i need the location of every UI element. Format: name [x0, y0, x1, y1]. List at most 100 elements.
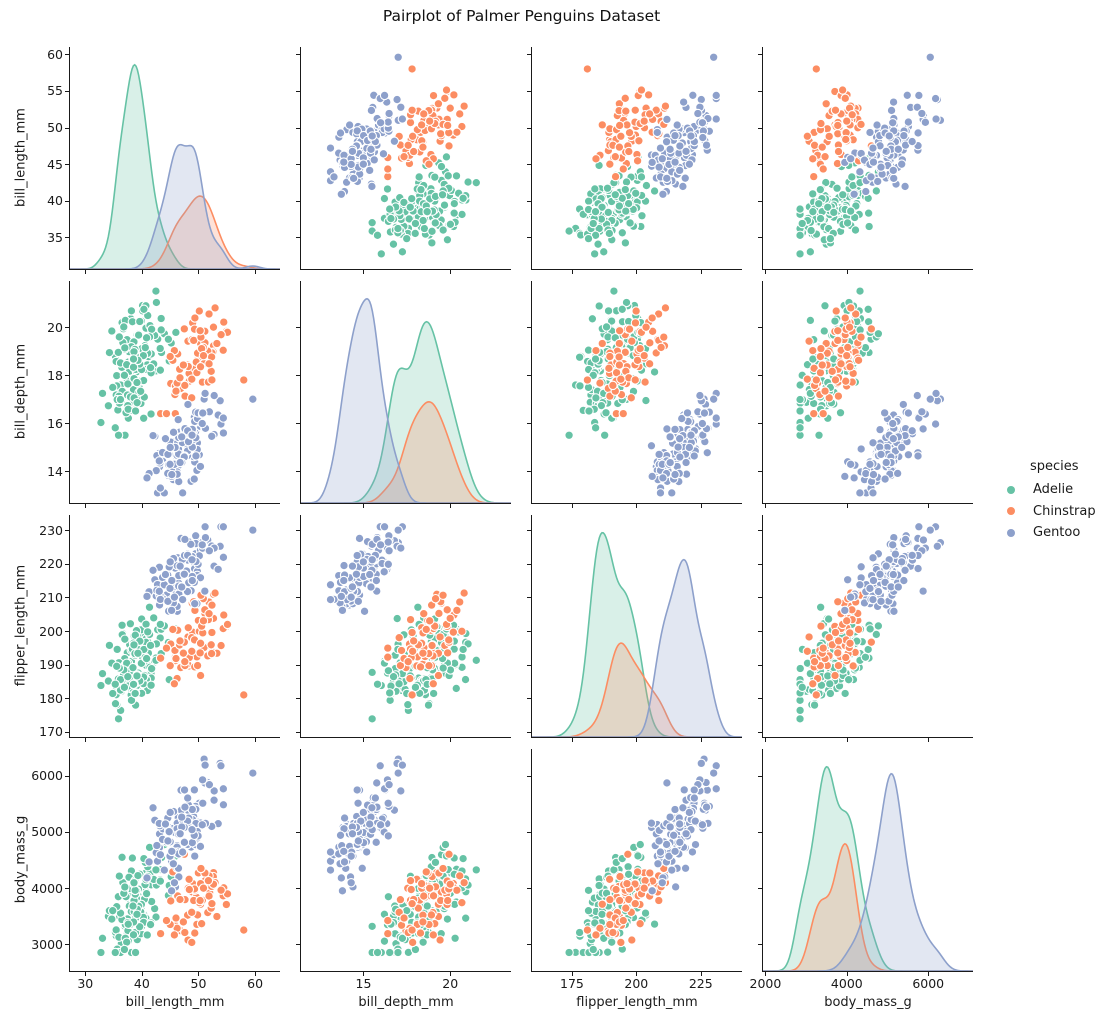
y-tick-mark: [296, 664, 300, 666]
x-tick-mark: [700, 972, 702, 976]
x-tick-mark: [363, 504, 365, 508]
x-tick-mark: [928, 504, 930, 508]
x-tick-label: 60: [247, 976, 264, 991]
x-tick-mark: [928, 738, 930, 742]
y-tick-mark: [296, 90, 300, 92]
y-tick-mark: [65, 944, 69, 946]
x-tick-label: 2000: [749, 976, 782, 991]
scatter-panel-bill_depth_mm-vs-bill_length_mm: [70, 281, 280, 503]
x-tick-mark: [85, 504, 87, 508]
left-spine: [531, 281, 532, 504]
kde-panel-bill_length_mm-vs-bill_length_mm: [70, 47, 280, 269]
y-tick-mark: [65, 731, 69, 733]
bottom-spine: [531, 503, 742, 504]
y-tick-mark: [527, 888, 531, 890]
y-tick-mark: [527, 664, 531, 666]
y-tick-mark: [758, 775, 762, 777]
x-tick-mark: [928, 972, 930, 976]
y-tick-mark: [527, 597, 531, 599]
legend-marker-gentoo-icon: [1007, 528, 1015, 537]
bottom-spine: [762, 971, 973, 972]
y-tick-mark: [296, 200, 300, 202]
y-tick-label: 210: [39, 589, 63, 605]
legend-marker-chinstrap-icon: [1007, 507, 1015, 516]
left-spine: [300, 515, 301, 738]
y-tick-mark: [65, 90, 69, 92]
y-tick-mark: [527, 200, 531, 202]
y-tick-label: 50: [47, 120, 63, 136]
y-tick-mark: [65, 327, 69, 329]
y-tick-label: 200: [39, 623, 63, 639]
kde-panel-bill_depth_mm-vs-bill_depth_mm: [301, 281, 511, 503]
x-tick-mark: [846, 972, 848, 976]
left-spine: [300, 749, 301, 972]
y-tick-mark: [65, 164, 69, 166]
y-tick-mark: [65, 664, 69, 666]
bottom-spine: [300, 503, 511, 504]
x-tick-mark: [450, 738, 452, 742]
bottom-spine: [300, 737, 511, 738]
y-tick-mark: [296, 597, 300, 599]
y-tick-mark: [758, 164, 762, 166]
x-tick-mark: [255, 972, 257, 976]
y-tick-mark: [296, 164, 300, 166]
y-tick-mark: [758, 698, 762, 700]
scatter-panel-bill_length_mm-vs-bill_depth_mm: [301, 47, 511, 269]
x-tick-mark: [363, 270, 365, 274]
y-tick-mark: [296, 423, 300, 425]
scatter-panel-bill_length_mm-vs-flipper_length_mm: [532, 47, 742, 269]
y-tick-mark: [758, 471, 762, 473]
y-tick-label: 190: [39, 657, 63, 673]
y-tick-mark: [65, 631, 69, 633]
scatter-panel-flipper_length_mm-vs-bill_length_mm: [70, 515, 280, 737]
x-tick-mark: [198, 738, 200, 742]
x-tick-mark: [765, 738, 767, 742]
legend-item-adelie: Adelie: [1002, 479, 1096, 501]
kde-panel-body_mass_g-vs-body_mass_g: [763, 749, 973, 971]
y-tick-mark: [296, 563, 300, 565]
x-tick-mark: [846, 504, 848, 508]
x-tick-label: 175: [560, 976, 584, 991]
x-tick-mark: [450, 504, 452, 508]
x-tick-mark: [571, 270, 573, 274]
x-tick-mark: [571, 504, 573, 508]
x-tick-mark: [363, 738, 365, 742]
y-tick-label: 55: [47, 83, 63, 99]
y-tick-label: 20: [47, 319, 63, 335]
y-tick-mark: [527, 530, 531, 532]
x-tick-mark: [141, 270, 143, 274]
y-tick-label: 14: [47, 463, 63, 479]
kde-panel-flipper_length_mm-vs-flipper_length_mm: [532, 515, 742, 737]
y-tick-label: 5000: [31, 824, 63, 840]
y-tick-mark: [527, 164, 531, 166]
left-spine: [531, 515, 532, 738]
x-tick-mark: [85, 270, 87, 274]
left-spine: [300, 281, 301, 504]
legend-label-adelie: Adelie: [1033, 482, 1074, 498]
y-tick-mark: [65, 563, 69, 565]
bottom-spine: [69, 971, 280, 972]
y-tick-label: 35: [47, 229, 63, 245]
y-tick-mark: [296, 698, 300, 700]
y-tick-mark: [296, 471, 300, 473]
y-tick-label: 60: [47, 46, 63, 62]
x-tick-mark: [636, 738, 638, 742]
legend-label-gentoo: Gentoo: [1033, 525, 1081, 541]
x-tick-label: 4000: [830, 976, 863, 991]
legend-item-gentoo: Gentoo: [1002, 522, 1096, 544]
x-tick-mark: [255, 738, 257, 742]
y-tick-mark: [65, 888, 69, 890]
left-spine: [69, 515, 70, 738]
y-tick-mark: [758, 831, 762, 833]
y-tick-mark: [527, 731, 531, 733]
y-tick-mark: [527, 944, 531, 946]
x-tick-mark: [198, 270, 200, 274]
x-tick-mark: [141, 972, 143, 976]
y-tick-mark: [65, 698, 69, 700]
y-tick-mark: [527, 237, 531, 239]
y-tick-mark: [65, 423, 69, 425]
x-tick-mark: [141, 738, 143, 742]
y-tick-mark: [296, 631, 300, 633]
y-tick-mark: [65, 530, 69, 532]
left-spine: [69, 281, 70, 504]
